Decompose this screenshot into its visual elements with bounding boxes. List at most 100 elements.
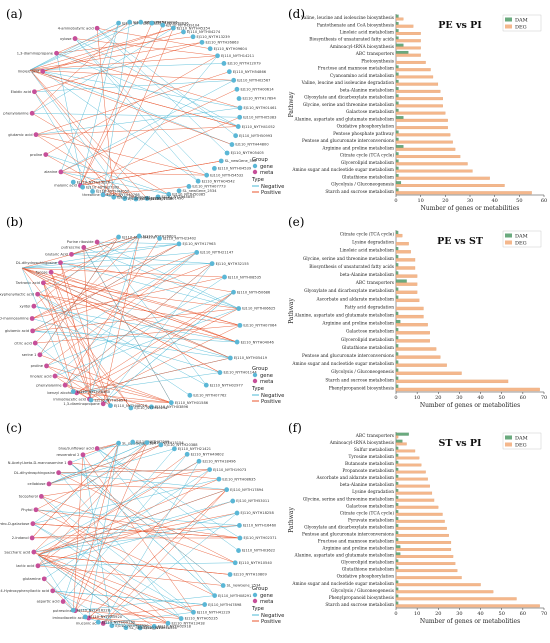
bar-dam: [396, 73, 398, 76]
edge-negative: [75, 39, 238, 127]
meta-node-label: blue/sunflower acid: [59, 447, 94, 451]
gene-node: [71, 180, 76, 185]
pathway-label: Glutathione metabolism: [342, 346, 394, 351]
chart-title: ST vs PI: [438, 438, 482, 449]
bar-deg: [396, 356, 440, 359]
meta-node: [36, 563, 41, 568]
bar-dam: [396, 510, 398, 513]
x-tick-label: 10: [417, 198, 423, 204]
bar-dam: [396, 288, 398, 291]
bar-dam: [396, 15, 398, 18]
meta-node-label: 4-Hydroxyphenyllactic acid: [0, 589, 49, 593]
gene-node-label: EJ110_NYTH05405: [231, 151, 264, 155]
gene-node-label: EJ110_NYTH44050: [96, 190, 130, 194]
bar-deg: [396, 555, 453, 558]
bar-deg: [396, 119, 448, 122]
gene-node-label: EJ110_NYTH08535: [228, 275, 261, 279]
bar-dam: [396, 361, 398, 364]
gene-node-label: EJ110_NYTH44800: [235, 143, 269, 147]
bar-dam: [396, 454, 398, 457]
bar-deg: [396, 266, 415, 269]
gene-node-label: EJ110_NYTH48016: [114, 404, 148, 408]
bar-deg: [396, 457, 419, 460]
legend-meta-dot: [253, 170, 257, 174]
legend-swatch-dam: [505, 234, 512, 238]
legend-meta-label: meta: [260, 170, 273, 176]
bar-deg: [396, 436, 398, 439]
bar-deg: [396, 155, 460, 158]
gene-node: [177, 241, 182, 246]
gene-node-label: EJ110_NYTH32155: [216, 262, 249, 266]
gene-node: [217, 477, 222, 482]
bar-dam: [396, 271, 398, 274]
meta-node: [95, 26, 100, 31]
gene-node: [237, 523, 242, 528]
meta-node-label: linoleic acid: [18, 70, 39, 74]
gene-node: [230, 499, 235, 504]
gene-node-label: EJ110_NYTH54532: [210, 173, 243, 177]
edge-positive: [30, 70, 234, 80]
bar-deg: [396, 258, 415, 261]
bar-dam: [396, 22, 398, 25]
meta-node-label: dl-p-Hydroxyphenyllactic acid: [0, 292, 34, 296]
bar-deg: [396, 184, 505, 187]
gene-node: [145, 440, 150, 445]
gene-node: [222, 61, 227, 66]
bar-dam: [396, 152, 398, 155]
gene-node: [233, 560, 238, 565]
pathway-label: Alanine, aspartate and glutamate metabol…: [294, 117, 394, 122]
gene-node: [235, 340, 240, 345]
gene-node-label: EJ110_NYTH50686: [237, 290, 271, 294]
bar-dam: [396, 602, 398, 605]
meta-node: [69, 252, 74, 257]
bar-deg: [396, 604, 540, 607]
gene-node: [236, 306, 241, 311]
pathway-label: beta-Alanine metabolism: [340, 88, 394, 93]
x-tick-label: 20: [435, 395, 441, 401]
x-axis-title: Number of genes or metabilities: [421, 205, 520, 212]
legend-group-title: Group: [252, 157, 268, 163]
edge-negative: [70, 463, 215, 596]
bar-dam: [396, 517, 398, 520]
gene-node: [185, 452, 190, 457]
gene-node: [71, 389, 76, 394]
legend-meta-dot: [253, 599, 257, 603]
gene-node-label: EJ110_NYTH02977: [210, 383, 243, 387]
bar-dam: [396, 109, 398, 112]
pathway-label: Oxidative phosphorylation: [337, 575, 395, 580]
bar-chart-pe-vs-pi: Valine, leucine and isoleucine biosynthe…: [288, 14, 547, 212]
meta-node: [50, 588, 55, 593]
x-tick-label: 70: [541, 611, 547, 617]
bar-dam: [396, 66, 398, 69]
bar-deg: [396, 68, 431, 71]
pathway-label: Starch and sucrose metabolism: [325, 378, 394, 383]
bar-deg: [396, 307, 423, 310]
pathway-label: Fructose and mannose metabolism: [318, 540, 394, 545]
pathway-label: Aminoacyl-tRNA biosynthesis: [329, 441, 394, 446]
gene-node: [212, 593, 217, 598]
gene-node: [127, 20, 132, 25]
meta-node: [30, 521, 35, 526]
bar-dam: [396, 312, 398, 315]
gene-node-label: EJ110_NYTH10540: [239, 561, 273, 565]
bar-dam: [396, 496, 398, 499]
pathway-label: Propanoate metabolism: [342, 469, 394, 474]
gene-node: [83, 615, 88, 620]
bar-dam: [396, 263, 398, 266]
pathway-label: Glycine, serine and threonine metabolism: [303, 257, 394, 262]
pathway-label: beta-Alanine metabolism: [340, 273, 394, 278]
bar-deg: [396, 347, 436, 350]
gene-node-label: EJ110_NYTH09130: [102, 620, 136, 624]
bar-dam: [396, 461, 398, 464]
gene-node: [200, 40, 205, 45]
gene-node: [228, 572, 233, 577]
gene-node: [137, 234, 142, 239]
gene-node: [212, 166, 217, 171]
gene-node-label: EJ110_NYTH09604: [214, 47, 248, 51]
meta-node: [81, 245, 86, 250]
gene-node-label: EJ110_NYTH13239: [197, 35, 231, 39]
legend-meta-dot: [253, 379, 257, 383]
meta-node-label: tocopherol: [19, 495, 38, 499]
